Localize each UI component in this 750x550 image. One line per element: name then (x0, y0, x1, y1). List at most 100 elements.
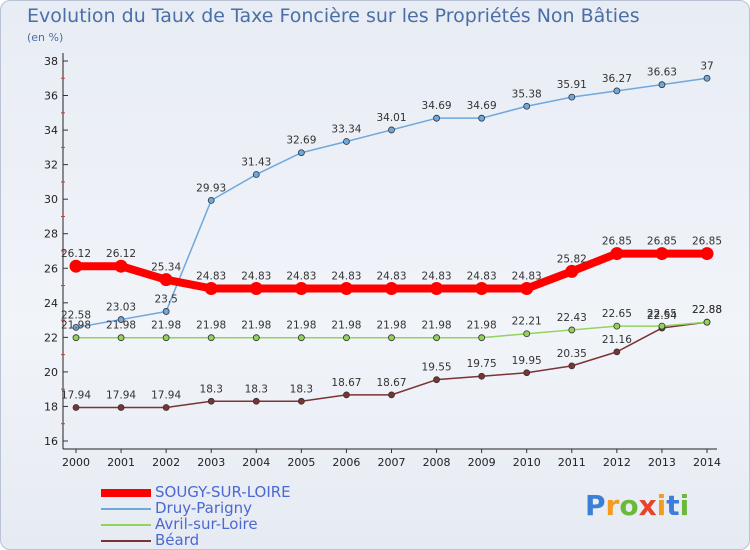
data-label: 24.83 (376, 270, 406, 282)
data-label: 21.98 (376, 320, 406, 332)
data-point (433, 376, 440, 384)
x-tick-label: 2001 (107, 456, 135, 469)
x-tick-label: 2003 (197, 456, 225, 469)
data-label: 18.67 (376, 377, 406, 389)
data-label: 18.3 (200, 383, 223, 395)
y-unit-label: (en %) (27, 31, 64, 44)
data-point (568, 326, 576, 334)
data-point (162, 334, 170, 342)
data-label: 18.3 (290, 383, 313, 395)
data-label: 22.88 (692, 304, 722, 316)
data-point (343, 138, 350, 145)
data-label: 23.5 (154, 293, 177, 305)
data-label: 21.98 (106, 320, 136, 332)
data-point (207, 196, 215, 204)
chart-title: Evolution du Taux de Taxe Foncière sur l… (27, 5, 640, 27)
y-tick-label: 28 (44, 228, 58, 241)
data-label: 21.98 (241, 320, 271, 332)
data-label: 22.43 (557, 312, 587, 324)
legend-label: Druy-Parigny (155, 499, 253, 517)
x-tick-label: 2004 (242, 456, 270, 469)
data-label: 18.67 (331, 377, 361, 389)
data-point (159, 273, 173, 287)
x-tick-label: 2010 (513, 456, 541, 469)
data-point (478, 114, 486, 122)
legend-swatch (101, 540, 151, 542)
x-tick-label: 2009 (468, 456, 496, 469)
data-point (297, 149, 305, 157)
data-label: 21.98 (422, 320, 452, 332)
data-point (385, 281, 398, 295)
data-label: 35.91 (557, 79, 587, 91)
data-point (117, 334, 125, 342)
data-label: 22.65 (647, 308, 677, 320)
x-tick-label: 2014 (693, 456, 721, 469)
y-tick-label: 32 (44, 159, 58, 172)
data-label: 24.83 (512, 270, 542, 282)
data-label: 22.21 (512, 316, 542, 328)
data-label: 22.88 (692, 304, 722, 316)
data-label: 26.85 (602, 236, 632, 248)
data-label: 21.98 (286, 320, 316, 332)
data-label: 24.83 (241, 270, 271, 282)
data-point (433, 114, 440, 122)
data-label: 17.94 (151, 389, 181, 401)
data-point (568, 362, 576, 370)
data-label: 21.98 (151, 320, 181, 332)
data-point (114, 259, 128, 273)
data-point (613, 348, 621, 356)
data-point (69, 259, 83, 273)
data-label: 19.75 (467, 358, 497, 370)
data-point (523, 330, 531, 338)
data-label: 26.85 (647, 236, 677, 248)
data-label: 25.82 (557, 253, 587, 265)
data-labels: 17.94 17.94 17.94 18.3 18.3 18.3 18.67 18.67 19.… (61, 60, 722, 401)
data-label: 22.54 (647, 310, 677, 322)
x-tick-label: 2011 (558, 456, 586, 469)
data-label: 19.95 (512, 355, 542, 367)
data-label: 36.63 (647, 67, 677, 79)
y-tick-label: 16 (44, 435, 58, 448)
data-label: 37 (700, 60, 713, 72)
data-point (610, 247, 624, 261)
data-label: 17.94 (106, 389, 136, 401)
data-point (162, 404, 170, 411)
data-point (703, 318, 711, 326)
data-point (700, 247, 714, 261)
proxiti-logo: Proxiti (585, 489, 689, 522)
y-tick-label: 24 (44, 297, 58, 310)
data-label: 34.01 (376, 112, 406, 124)
data-point (523, 369, 531, 377)
legend-swatch (101, 508, 151, 510)
data-point (343, 334, 350, 342)
data-label: 21.98 (467, 320, 497, 332)
logo-letter: x (638, 489, 657, 522)
axes: 16 18 20 22 24 26 28 30 32 34 36 38 2000 2001 2002 2003… (44, 53, 721, 469)
data-point (613, 87, 621, 95)
data-point (297, 397, 305, 405)
legend-label: SOUGY-SUR-LOIRE (155, 483, 291, 501)
logo-letter: i (656, 489, 667, 522)
data-point (388, 334, 395, 342)
data-point (658, 322, 666, 330)
data-point (613, 322, 621, 330)
data-point (478, 372, 486, 380)
data-label: 26.85 (692, 236, 722, 248)
y-tick-label: 34 (44, 124, 58, 137)
x-tick-label: 2012 (603, 456, 631, 469)
y-tick-label: 30 (44, 193, 58, 206)
data-point (252, 334, 260, 342)
data-point (655, 247, 669, 261)
x-tick-label: 2007 (378, 456, 406, 469)
logo-letter: i (679, 489, 690, 522)
data-point (294, 281, 308, 295)
legend-swatch (101, 524, 151, 526)
data-label: 22.65 (602, 308, 632, 320)
data-point (117, 404, 125, 411)
logo-letter: t (666, 489, 680, 522)
data-point (388, 126, 395, 134)
data-label: 17.94 (61, 389, 91, 401)
x-tick-label: 2013 (648, 456, 676, 469)
